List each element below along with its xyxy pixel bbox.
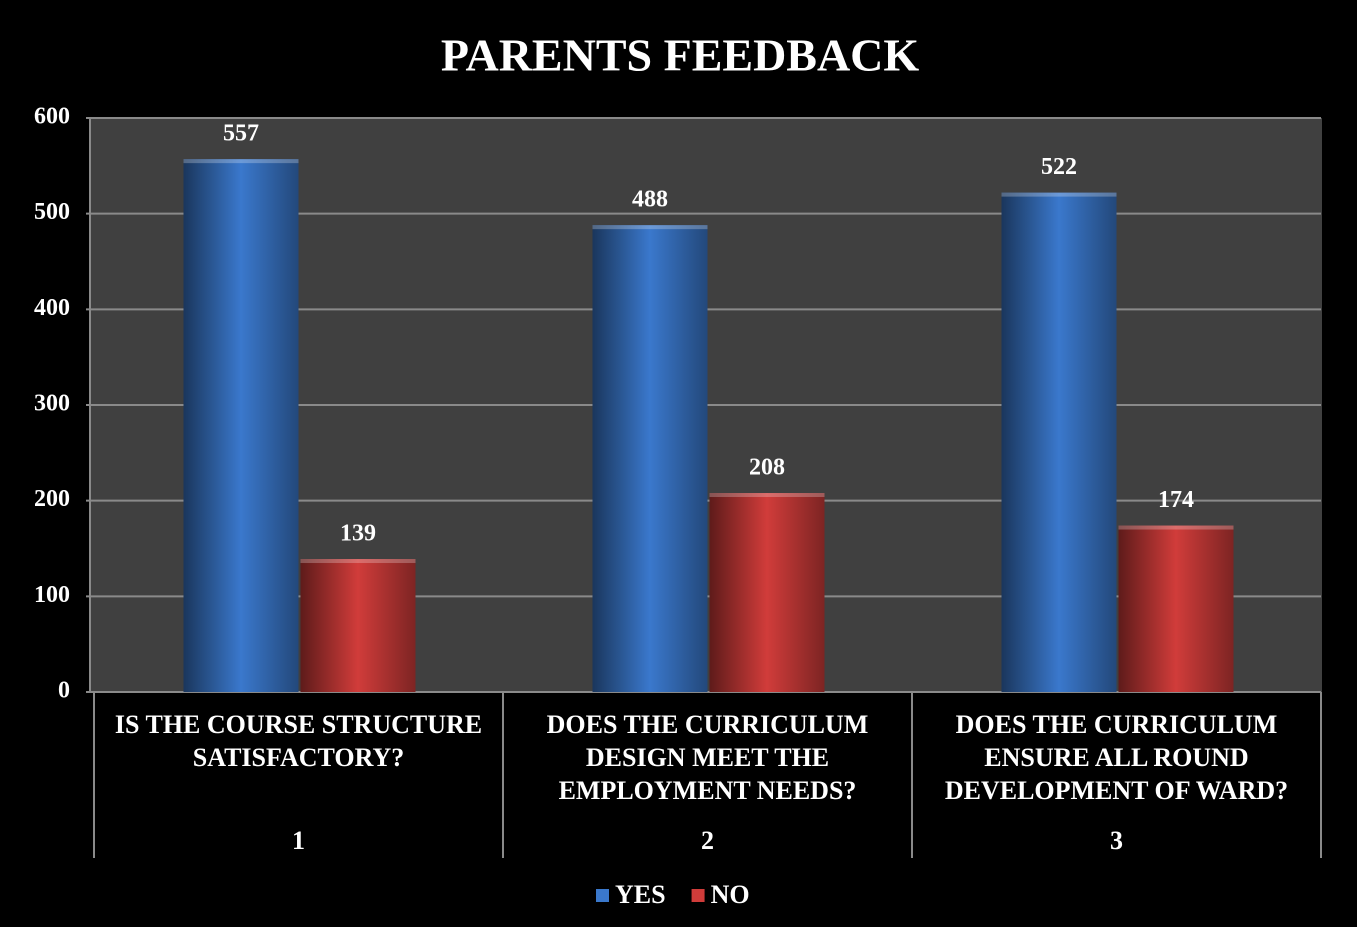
legend-swatch [596, 889, 609, 902]
chart-title: PARENTS FEEDBACK [441, 30, 920, 81]
bar-shade [709, 493, 825, 692]
legend-swatch [691, 889, 705, 902]
y-tick-label: 300 [34, 391, 70, 417]
bar-shade [183, 159, 299, 693]
x-tick-number: 1 [292, 826, 305, 855]
x-tick-label: DOES THE CURRICULUM ENSURE ALL ROUND DEV… [944, 710, 1289, 805]
bar-highlight [1001, 192, 1117, 197]
legend-label: YES [615, 880, 666, 909]
y-tick-label: 200 [34, 486, 70, 512]
x-tick-number: 2 [701, 826, 714, 855]
data-label: 208 [749, 455, 785, 481]
bar-shade [1118, 525, 1234, 692]
bar-shade [1001, 192, 1117, 692]
data-label: 174 [1158, 487, 1194, 513]
data-label: 557 [223, 121, 259, 147]
data-label: 522 [1041, 154, 1077, 180]
y-tick-label: 600 [34, 104, 70, 130]
bar-highlight [300, 559, 416, 564]
x-tick-label: DOES THE CURRICULUM DESIGN MEET THE EMPL… [546, 710, 869, 805]
bar-highlight [709, 493, 825, 498]
data-label: 488 [632, 187, 668, 213]
bar-shade [300, 559, 416, 692]
y-tick-label: 0 [58, 678, 70, 704]
legend-label: NO [711, 880, 750, 909]
y-tick-label: 400 [34, 295, 70, 321]
x-tick-number: 3 [1110, 826, 1123, 855]
y-tick-label: 100 [34, 582, 70, 608]
bar-highlight [1118, 525, 1234, 530]
bar-highlight [592, 225, 708, 230]
data-label: 139 [340, 521, 376, 547]
bar-shade [592, 225, 708, 692]
y-tick-label: 500 [34, 199, 70, 225]
bar-highlight [183, 159, 299, 164]
x-tick-label: IS THE COURSE STRUCTURE SATISFACTORY? [114, 710, 483, 772]
